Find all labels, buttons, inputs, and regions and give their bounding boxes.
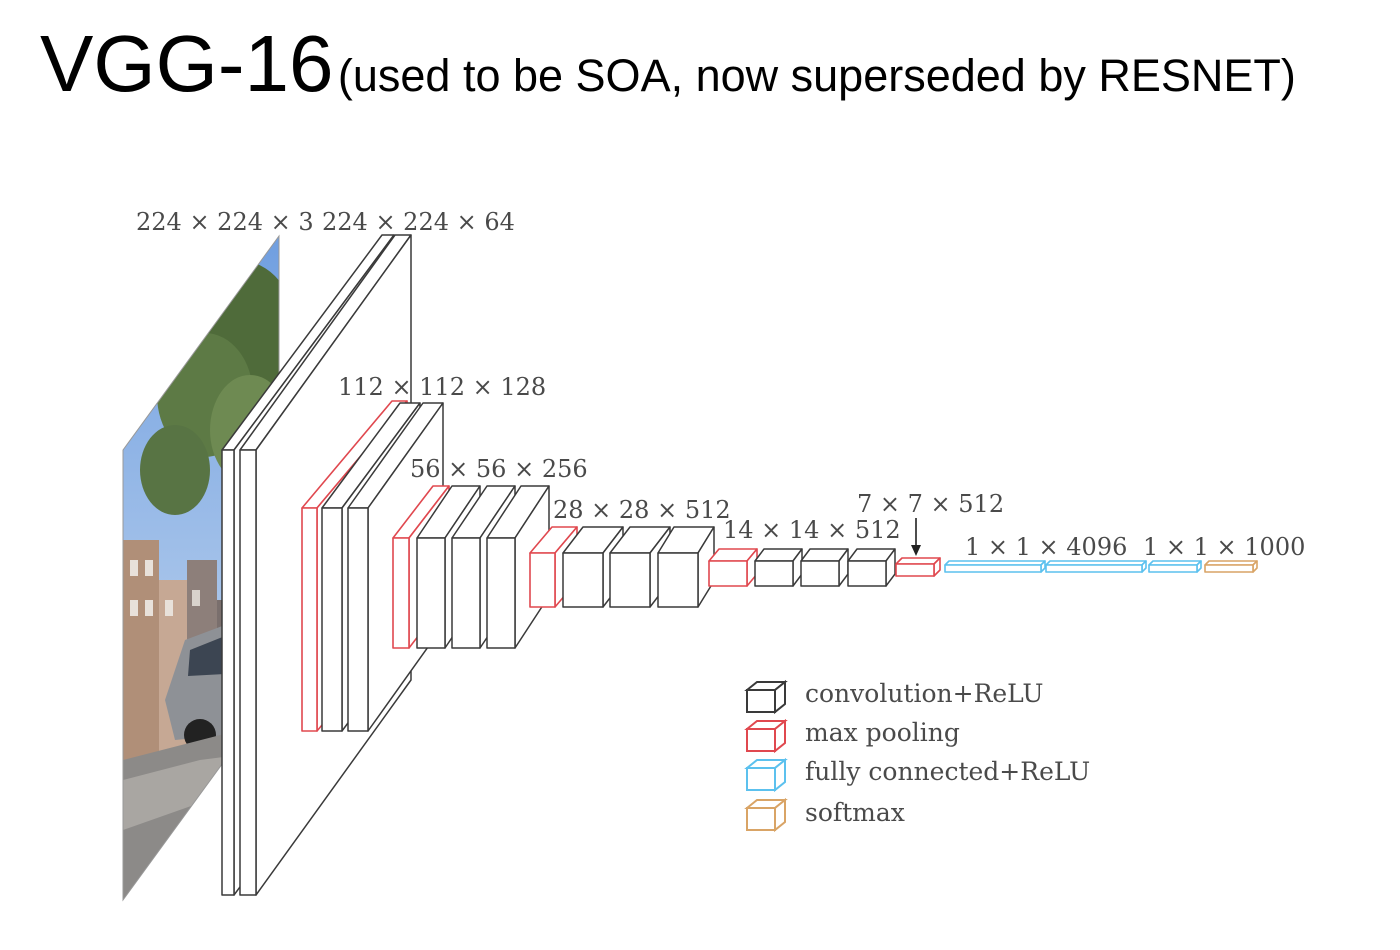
dim-label-input: 224 × 224 × 3: [136, 208, 314, 236]
dimension-labels: 224 × 224 × 3 224 × 224 × 64 112 × 112 ×…: [136, 208, 1305, 561]
softmax-block: [1204, 560, 1258, 573]
title-subtitle: (used to be SOA, now superseded by RESNE…: [337, 50, 1296, 101]
legend-label-softmax: softmax: [805, 798, 905, 827]
fc-block: [1148, 560, 1202, 573]
dim-label-conv2: 112 × 112 × 128: [338, 373, 546, 401]
legend-icon-softmax: [744, 797, 788, 833]
legend-icon-conv: [744, 679, 788, 715]
title-main: VGG-16: [40, 19, 334, 108]
fc-block: [944, 560, 1046, 573]
dim-label-fc: 1 × 1 × 4096: [965, 533, 1127, 561]
fc-block: [1045, 560, 1147, 573]
pool-block: [895, 557, 941, 577]
conv-block: [657, 526, 715, 608]
legend: convolution+ReLU max pooling fully conne…: [744, 679, 1090, 833]
legend-label-pool: max pooling: [805, 718, 960, 747]
legend-icon-fc: [744, 757, 788, 793]
dim-label-pool5: 7 × 7 × 512: [857, 490, 1004, 518]
legend-icon-pool: [744, 718, 788, 754]
dim-label-conv5: 14 × 14 × 512: [723, 516, 901, 544]
pool5-arrow: [911, 518, 921, 556]
layer-blocks: [221, 234, 1258, 896]
dim-label-conv1: 224 × 224 × 64: [322, 208, 515, 236]
slide-title: VGG-16 (used to be SOA, now superseded b…: [40, 18, 1296, 110]
conv-block: [847, 548, 896, 587]
legend-label-conv: convolution+ReLU: [805, 679, 1044, 708]
conv-block: [754, 548, 803, 587]
dim-label-conv3: 56 × 56 × 256: [410, 455, 588, 483]
legend-label-fc: fully connected+ReLU: [805, 757, 1090, 786]
dim-label-softmax: 1 × 1 × 1000: [1143, 533, 1305, 561]
dim-label-conv4: 28 × 28 × 512: [553, 496, 731, 524]
pool-block: [708, 548, 758, 587]
conv-block: [800, 548, 849, 587]
